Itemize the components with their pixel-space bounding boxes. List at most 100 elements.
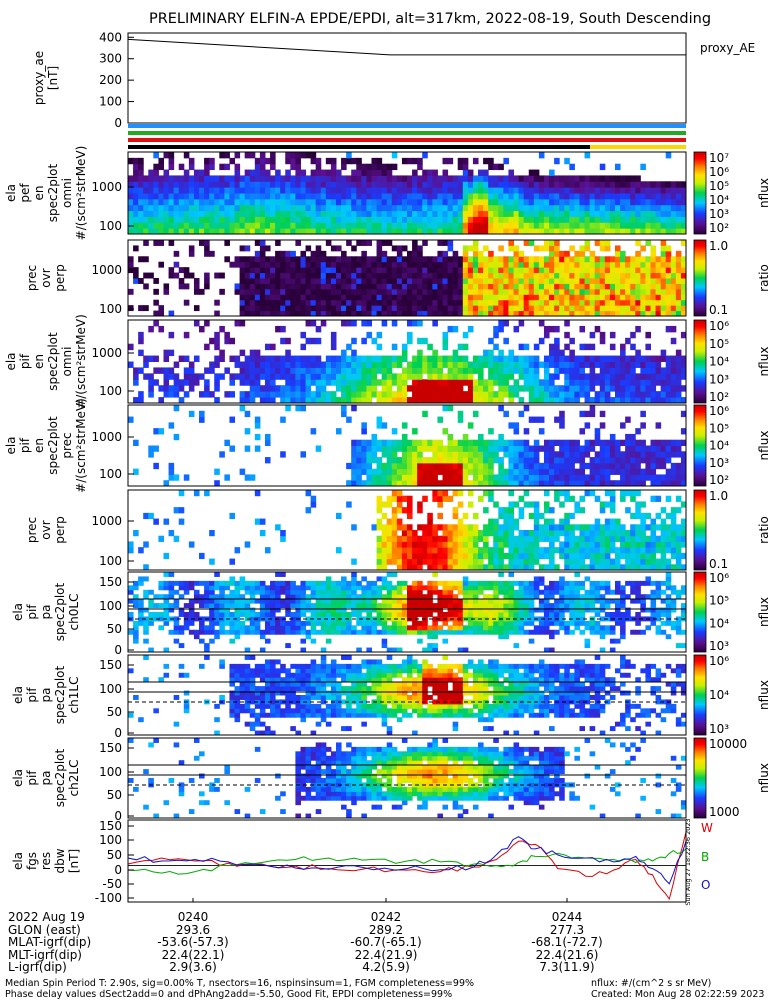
prec-ovr-perp-e-cell [635,305,641,312]
ela-perp-en-cell [528,169,535,176]
prec-ovr-perp-e-cell [630,261,636,268]
ela-perp-en-cell [396,181,403,188]
ela-pif-pa-ch0-cell [290,594,296,600]
ela-pif-en-omni-cell [518,367,525,374]
prec-ovr-perp-e-cell [635,272,641,279]
ela-pif-en-omni-cell [325,355,332,362]
prec-ovr-perp-e-cell [173,250,180,257]
prec-ovr-perp-e-cell [239,267,246,274]
prec-ovr-perp-e-cell [472,283,479,290]
ela-pif-en-prec-cell [518,480,525,487]
prec-ovr-perp-i-cell [559,541,565,548]
ela-perp-en-cell [204,216,210,223]
ela-perp-en-cell [290,204,296,212]
prec-ovr-perp-e-cell [584,288,591,295]
ela-perp-en-cell [209,210,215,217]
prec-ovr-perp-i-cell [609,564,616,571]
prec-ovr-perp-e-cell [381,250,388,257]
ela-pif-en-prec-cell [543,480,550,487]
ela-perp-en-cell [467,228,474,235]
ela-pif-en-prec-cell [381,468,388,475]
prec-ovr-perp-e-cell [401,278,408,284]
ela-pif-en-omni-cell [209,367,215,374]
prec-ovr-perp-e-cell [452,256,459,263]
ela-pif-en-prec-cell [356,468,362,475]
ela-perp-en-cell [158,163,165,171]
ela-perp-en-cell [614,204,621,212]
prec-ovr-perp-i-cell [625,535,631,542]
prec-ovr-perp-e-cell [513,245,520,252]
ela-perp-en-cell [325,204,332,212]
ela-perp-en-cell [178,163,185,171]
prec-ovr-perp-i-cell [209,530,215,537]
ela-pif-en-prec-cell [660,457,667,464]
ela-pif-en-omni-cell [376,343,383,351]
prec-ovr-perp-i-cell [472,535,479,542]
ela-pif-en-omni-cell [574,379,580,386]
prec-ovr-perp-e-cell [620,267,626,274]
prec-ovr-perp-e-cell [675,278,682,284]
prec-ovr-perp-i-cell [508,490,515,497]
ela-perp-en-cell [523,181,530,188]
ela-perp-en-cell [320,216,327,223]
ela-pif-en-prec-cell [442,480,449,487]
ela-pif-pa-ch0-cell [295,603,301,609]
ela-perp-en-cell [483,169,489,176]
prec-ovr-perp-i-cell [391,547,398,554]
ela-perp-en-cell [452,181,459,188]
side-stamp: Sun Aug 27 18:22:36 2023 [684,818,692,905]
prec-ovr-perp-i-cell [655,524,662,531]
ela-perp-en-cell [188,222,195,229]
ela-perp-en-cell [660,198,667,206]
ela-pif-en-prec-cell [391,480,398,487]
ela-pif-pa-ch0-cell [173,629,180,635]
ela-perp-en-cell [407,181,413,188]
prec-ovr-perp-e-cell [670,310,677,317]
ela-perp-en-cell [518,216,525,223]
ela-perp-en-cell [270,175,276,182]
ela-perp-en-cell [143,204,149,212]
ela-perp-en-cell [396,222,403,229]
ela-pif-en-omni-cell [214,343,220,351]
prec-ovr-perp-e-cell [518,267,525,274]
ela-pif-en-omni-cell [427,355,433,362]
ela-perp-en-cell [183,198,190,206]
ela-pif-en-prec-cell [528,416,535,423]
ela-pif-en-prec-cell [533,451,540,458]
ela-pif-en-prec-cell [528,468,535,475]
ela-perp-en-cell [559,198,565,206]
prec-ovr-perp-i-cell [574,564,580,571]
prec-ovr-perp-e-cell [660,261,667,268]
ela-pif-en-prec-cell [533,445,540,452]
prec-ovr-perp-e-cell [371,283,378,290]
ela-pif-en-prec-cell [594,428,601,435]
prec-ovr-perp-i-cell [488,524,494,531]
ela-pif-en-omni-cell [371,373,378,380]
prec-ovr-perp-i-cell [635,552,641,560]
ela-perp-en-cell [366,222,372,229]
ela-pif-en-prec-cell [173,474,180,481]
ela-pif-en-omni-cell [204,367,210,374]
prec-ovr-perp-e-cell [589,256,596,263]
prec-ovr-perp-e-cell [589,261,596,268]
prec-ovr-perp-e-cell [462,288,469,295]
ela-pif-en-omni-cell [452,361,459,368]
ela-pif-en-prec-cell [341,410,347,418]
ela-pif-en-prec-cell [675,451,682,458]
ela-pif-en-omni-cell [214,355,220,362]
ela-pif-pa-ch0-cell [188,585,195,591]
ela-perp-en-cell [209,222,215,229]
ela-perp-en-cell [412,210,418,217]
prec-ovr-perp-e-cell [640,294,646,301]
ela-pif-en-omni-cell [452,391,459,398]
ela-pif-en-omni-cell [660,397,667,404]
ela-perp-en-colorbar [693,151,707,235]
prec-ovr-perp-e-cell [290,299,296,306]
ela-perp-en-cell [351,181,357,188]
prec-ovr-perp-e-cell [538,245,545,252]
ela-perp-en-cell [655,210,662,217]
prec-ovr-perp-e-cell [239,261,246,268]
prec-ovr-perp-e-cell [513,283,520,290]
ela-pif-en-prec-cell [457,480,464,487]
prec-ovr-perp-e-cell [315,294,322,301]
